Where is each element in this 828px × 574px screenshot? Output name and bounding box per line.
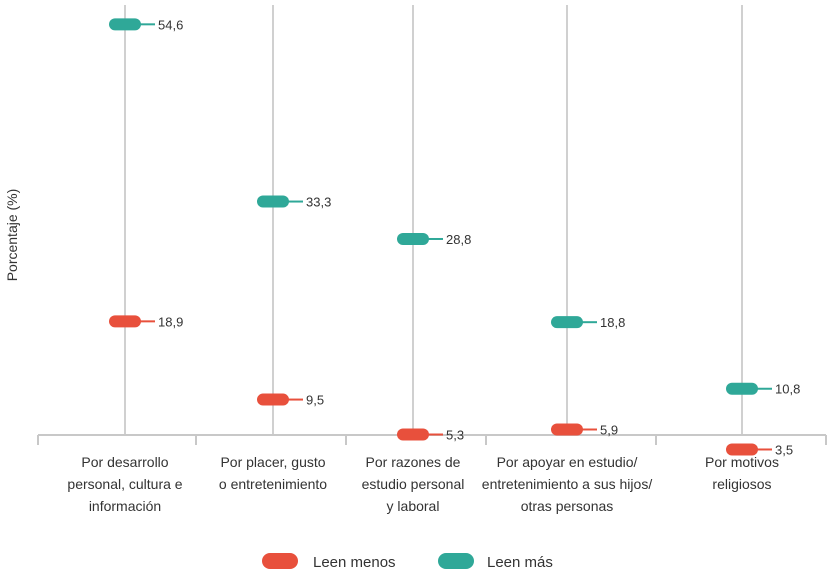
category-label: estudio personal (362, 476, 465, 492)
category-label: y laboral (387, 498, 440, 514)
leen-mas-value-label: 10,8 (775, 382, 800, 397)
category-label: Por placer, gusto (220, 454, 325, 470)
leen-mas-legend-label: Leen más (487, 554, 553, 571)
category-label: otras personas (521, 498, 614, 514)
leen-menos-marker (257, 393, 289, 406)
leen-mas-value-label: 18,8 (600, 315, 625, 330)
leen-menos-value-label: 3,5 (775, 442, 793, 457)
category-label: o entretenimiento (219, 476, 327, 492)
leen-menos-legend-swatch (262, 553, 298, 569)
y-axis-label: Porcentaje (%) (4, 189, 20, 282)
leen-menos-legend-label: Leen menos (313, 554, 396, 571)
category-label: Por desarrollo (81, 454, 168, 470)
leen-menos-marker (397, 428, 429, 441)
leen-menos-marker (551, 423, 583, 436)
leen-mas-marker (109, 18, 141, 31)
leen-mas-marker (726, 382, 758, 395)
category-label: información (89, 498, 161, 514)
leen-mas-marker (397, 232, 429, 245)
leen-mas-marker (551, 316, 583, 329)
leen-menos-value-label: 18,9 (158, 314, 183, 329)
leen-menos-value-label: 5,3 (446, 428, 464, 443)
leen-mas-value-label: 33,3 (306, 195, 331, 210)
leen-mas-marker (257, 195, 289, 208)
category-label: entretenimiento a sus hijos/ (482, 476, 653, 492)
leen-menos-marker (726, 443, 758, 456)
legend: Leen menos Leen más (262, 553, 553, 571)
leen-menos-marker (109, 315, 141, 328)
leen-menos-value-label: 5,9 (600, 423, 618, 438)
leen-mas-legend-swatch (438, 553, 474, 569)
leen-mas-value-label: 28,8 (446, 232, 471, 247)
leen-mas-value-label: 54,6 (158, 17, 183, 32)
leen-menos-value-label: 9,5 (306, 393, 324, 408)
category-label: Por razones de (366, 454, 461, 470)
category-label: personal, cultura e (67, 476, 182, 492)
category-label: Por apoyar en estudio/ (497, 454, 638, 470)
category-label: Por motivos (705, 454, 779, 470)
category-label: religiosos (712, 476, 771, 492)
